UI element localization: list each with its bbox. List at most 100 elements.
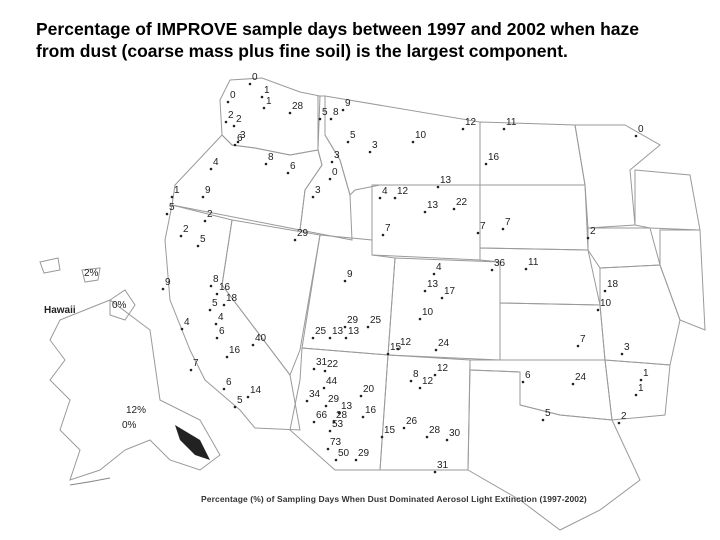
site-marker-dot	[260, 95, 264, 99]
site-value-label: 26	[406, 416, 418, 427]
alaska-outline	[49, 299, 221, 481]
site-marker-dot	[524, 267, 528, 271]
site-value-label: 29	[297, 228, 309, 239]
site-value-label: 13	[427, 279, 439, 290]
site-value-label: 2	[207, 209, 213, 220]
site-value-label: 44	[326, 376, 338, 387]
site-value-label: 16	[219, 282, 231, 293]
site-marker-dot	[189, 368, 193, 372]
site-marker-dot	[233, 143, 237, 147]
state-oklahoma	[469, 359, 613, 421]
site-marker-dot	[541, 418, 545, 422]
site-marker-dot	[354, 458, 358, 462]
site-value-label: 2	[590, 226, 596, 237]
site-value-label: 6	[525, 370, 531, 381]
site-value-label: 2	[621, 411, 627, 422]
site-value-label: 3	[240, 130, 246, 141]
site-marker-dot	[634, 134, 638, 138]
site-marker-dot	[286, 171, 290, 175]
site-marker-dot	[344, 336, 348, 340]
site-value-label: 1	[266, 96, 272, 107]
site-marker-dot	[180, 327, 184, 331]
site-value-label: 0	[230, 90, 236, 101]
site-value-label: 24	[438, 338, 450, 349]
alaska-islands	[69, 477, 111, 486]
site-value-label: 22	[456, 197, 468, 208]
site-value-label: 13	[427, 200, 439, 211]
state-south-dakota	[479, 184, 589, 251]
site-value-label: 28	[292, 101, 304, 112]
site-marker-dot	[179, 234, 183, 238]
site-marker-dot	[312, 420, 316, 424]
site-value-label: 36	[494, 258, 506, 269]
site-marker-dot	[452, 207, 456, 211]
state-illinois	[659, 229, 706, 331]
state-nebraska	[479, 247, 601, 306]
site-value-label: 28	[336, 410, 348, 421]
site-value-label: 5	[350, 130, 356, 141]
site-value-label: 12	[397, 186, 409, 197]
site-value-label: 9	[165, 277, 171, 288]
site-value-label: 6	[237, 133, 243, 144]
site-marker-dot	[328, 177, 332, 181]
site-value-label: 1	[174, 185, 180, 196]
site-value-label: 4	[436, 262, 442, 273]
site-marker-dot	[326, 447, 330, 451]
site-value-label: 25	[315, 326, 327, 337]
site-value-label: 50	[338, 448, 350, 459]
site-value-label: 13	[341, 401, 353, 412]
site-value-label: 4	[184, 317, 190, 328]
hawaii-island-big	[109, 289, 136, 321]
site-value-label: 0	[252, 72, 258, 83]
alaska-panhandle	[175, 425, 210, 460]
site-value-label: 3	[372, 140, 378, 151]
site-marker-dot	[411, 140, 415, 144]
site-marker-dot	[576, 344, 580, 348]
site-marker-dot	[312, 367, 316, 371]
site-value-label: 6	[290, 161, 296, 172]
site-marker-dot	[288, 111, 292, 115]
site-marker-dot	[196, 244, 200, 248]
site-marker-dot	[328, 336, 332, 340]
site-value-label: 10	[422, 307, 434, 318]
site-marker-dot	[620, 352, 624, 356]
site-value-label: 8	[413, 369, 419, 380]
hawaii-value-1: 2%	[84, 268, 99, 279]
site-marker-dot	[402, 426, 406, 430]
site-marker-dot	[246, 395, 250, 399]
site-marker-dot	[396, 347, 400, 351]
site-marker-dot	[501, 227, 505, 231]
site-marker-dot	[215, 292, 219, 296]
site-marker-dot	[433, 470, 437, 474]
site-marker-dot	[225, 355, 229, 359]
site-marker-dot	[343, 279, 347, 283]
state-oregon	[171, 134, 323, 231]
site-marker-dot	[445, 438, 449, 442]
site-marker-dot	[476, 231, 480, 235]
site-marker-dot	[233, 405, 237, 409]
site-marker-dot	[328, 429, 332, 433]
site-value-label: 8	[213, 274, 219, 285]
site-value-label: 11	[506, 117, 517, 128]
site-value-label: 22	[327, 359, 339, 370]
site-value-label: 34	[309, 389, 321, 400]
site-value-label: 13	[332, 326, 344, 337]
site-marker-dot	[521, 380, 525, 384]
site-marker-dot	[423, 289, 427, 293]
site-value-label: 13	[440, 175, 452, 186]
site-value-label: 31	[437, 460, 449, 471]
site-value-label: 0	[638, 124, 644, 135]
site-value-label: 16	[488, 152, 500, 163]
site-marker-dot	[393, 196, 397, 200]
site-value-label: 8	[333, 107, 339, 118]
state-texas	[467, 369, 641, 531]
state-kansas	[499, 302, 606, 361]
site-value-label: 14	[250, 385, 262, 396]
site-marker-dot	[232, 124, 236, 128]
site-value-label: 7	[580, 334, 586, 345]
site-marker-dot	[461, 127, 465, 131]
site-value-label: 3	[315, 185, 321, 196]
alaska-value-2: 0%	[122, 420, 137, 431]
site-marker-dot	[366, 325, 370, 329]
